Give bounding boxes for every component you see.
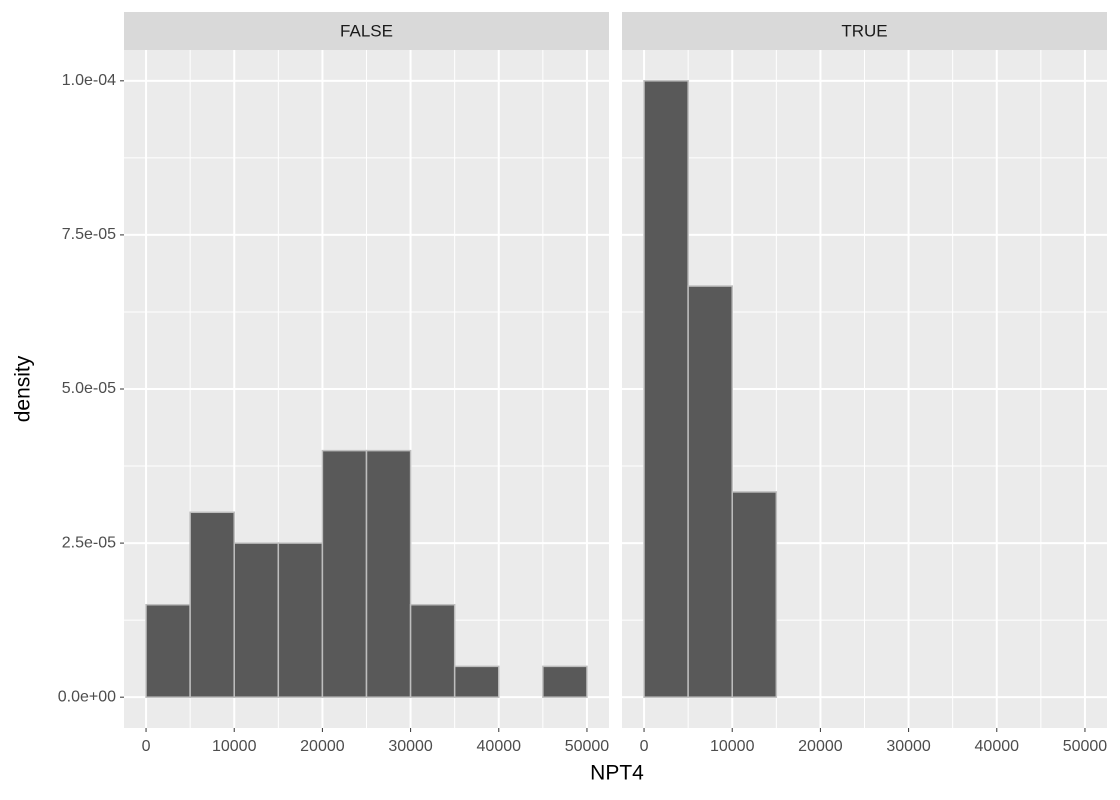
bar [731, 491, 778, 698]
x-tick-label: 0 [142, 738, 151, 755]
y-tick-label: 1.0e-04 [62, 72, 116, 89]
strip [622, 12, 1107, 50]
bar [145, 603, 191, 698]
y-axis-title: density [12, 355, 35, 422]
x-tick-label: 30000 [886, 738, 931, 755]
bar [189, 511, 235, 698]
x-tick-label: 30000 [388, 738, 433, 755]
x-tick-label: 50000 [1063, 738, 1108, 755]
y-tick-label: 5.0e-05 [62, 380, 116, 397]
bar [365, 449, 412, 698]
x-tick-label: 10000 [710, 738, 755, 755]
strip [124, 12, 609, 50]
bar [687, 285, 733, 698]
bar [321, 449, 368, 698]
bar [542, 665, 588, 698]
x-tick-label: 40000 [975, 738, 1020, 755]
x-axis-title: NPT4 [590, 762, 644, 785]
x-tick-label: 0 [640, 738, 649, 755]
x-tick-label: 50000 [565, 738, 610, 755]
bar [643, 80, 689, 698]
strip-text: TRUE [841, 21, 887, 40]
x-tick-label: 20000 [300, 738, 345, 755]
bar [277, 542, 324, 698]
x-tick-label: 20000 [798, 738, 843, 755]
strip-text: FALSE [340, 21, 393, 40]
x-tick-label: 40000 [477, 738, 522, 755]
bar [409, 603, 456, 698]
y-tick-label: 0.0e+00 [58, 688, 116, 705]
y-tick-label: 2.5e-05 [62, 534, 116, 551]
bar [233, 542, 280, 698]
x-tick-label: 10000 [212, 738, 257, 755]
bar [453, 665, 500, 698]
y-tick-label: 7.5e-05 [62, 226, 116, 243]
